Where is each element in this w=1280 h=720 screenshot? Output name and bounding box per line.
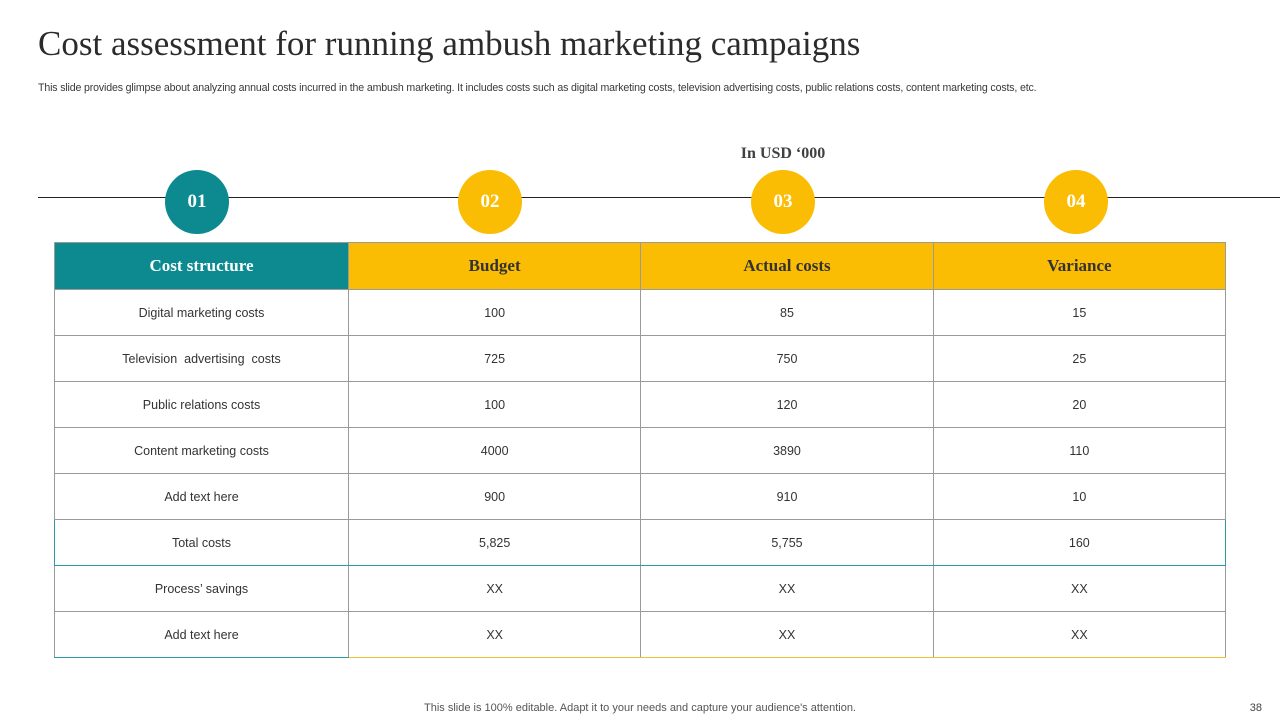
unit-label: In USD ‘000: [740, 145, 826, 162]
step-circle-04: 04: [1044, 170, 1108, 234]
budget-cell: 725: [347, 335, 642, 382]
budget-cell: XX: [347, 565, 642, 612]
slide-title: Cost assessment for running ambush marke…: [38, 24, 861, 63]
header-variance: Variance: [932, 242, 1227, 290]
table-row: Add text here XX XX XX: [54, 611, 1227, 658]
step-circle-01: 01: [165, 170, 229, 234]
variance-cell: XX: [932, 565, 1227, 612]
budget-cell: 100: [347, 381, 642, 428]
header-cost-structure: Cost structure: [54, 242, 349, 290]
header-budget: Budget: [347, 242, 642, 290]
variance-cell: 10: [932, 473, 1227, 520]
step-circle-03: 03: [751, 170, 815, 234]
row-label: Television advertising costs: [54, 335, 349, 382]
header-actual-costs: Actual costs: [640, 242, 934, 290]
step-circle-02: 02: [458, 170, 522, 234]
budget-cell: XX: [347, 611, 642, 658]
table-row: Television advertising costs 725 750 25: [54, 335, 1227, 382]
variance-cell: 15: [932, 289, 1227, 336]
variance-cell: 160: [932, 519, 1227, 566]
budget-cell: 100: [347, 289, 642, 336]
table-row: Process’ savings XX XX XX: [54, 565, 1227, 612]
table-row: Public relations costs 100 120 20: [54, 381, 1227, 428]
budget-cell: 4000: [347, 427, 642, 474]
actual-cell: 3890: [640, 427, 934, 474]
variance-cell: XX: [932, 611, 1227, 658]
table-row-total: Total costs 5,825 5,755 160: [54, 519, 1227, 566]
footer-note: This slide is 100% editable. Adapt it to…: [424, 702, 856, 714]
slide-subtitle: This slide provides glimpse about analyz…: [38, 82, 1037, 94]
table-row: Content marketing costs 4000 3890 110: [54, 427, 1227, 474]
table-row: Digital marketing costs 100 85 15: [54, 289, 1227, 336]
row-label: Add text here: [54, 611, 349, 658]
timeline-line: [38, 197, 1280, 198]
row-label: Content marketing costs: [54, 427, 349, 474]
row-label: Public relations costs: [54, 381, 349, 428]
row-label: Process’ savings: [54, 565, 349, 612]
budget-cell: 900: [347, 473, 642, 520]
actual-cell: XX: [640, 611, 934, 658]
cost-table: Cost structure Budget Actual costs Varia…: [54, 242, 1227, 658]
row-label: Total costs: [54, 519, 349, 566]
variance-cell: 110: [932, 427, 1227, 474]
actual-cell: 5,755: [640, 519, 934, 566]
row-label: Digital marketing costs: [54, 289, 349, 336]
variance-cell: 25: [932, 335, 1227, 382]
actual-cell: 85: [640, 289, 934, 336]
row-label: Add text here: [54, 473, 349, 520]
actual-cell: XX: [640, 565, 934, 612]
variance-cell: 20: [932, 381, 1227, 428]
actual-cell: 910: [640, 473, 934, 520]
table-row: Add text here 900 910 10: [54, 473, 1227, 520]
actual-cell: 120: [640, 381, 934, 428]
table-header-row: Cost structure Budget Actual costs Varia…: [54, 242, 1227, 290]
actual-cell: 750: [640, 335, 934, 382]
budget-cell: 5,825: [347, 519, 642, 566]
page-number: 38: [1249, 702, 1262, 714]
